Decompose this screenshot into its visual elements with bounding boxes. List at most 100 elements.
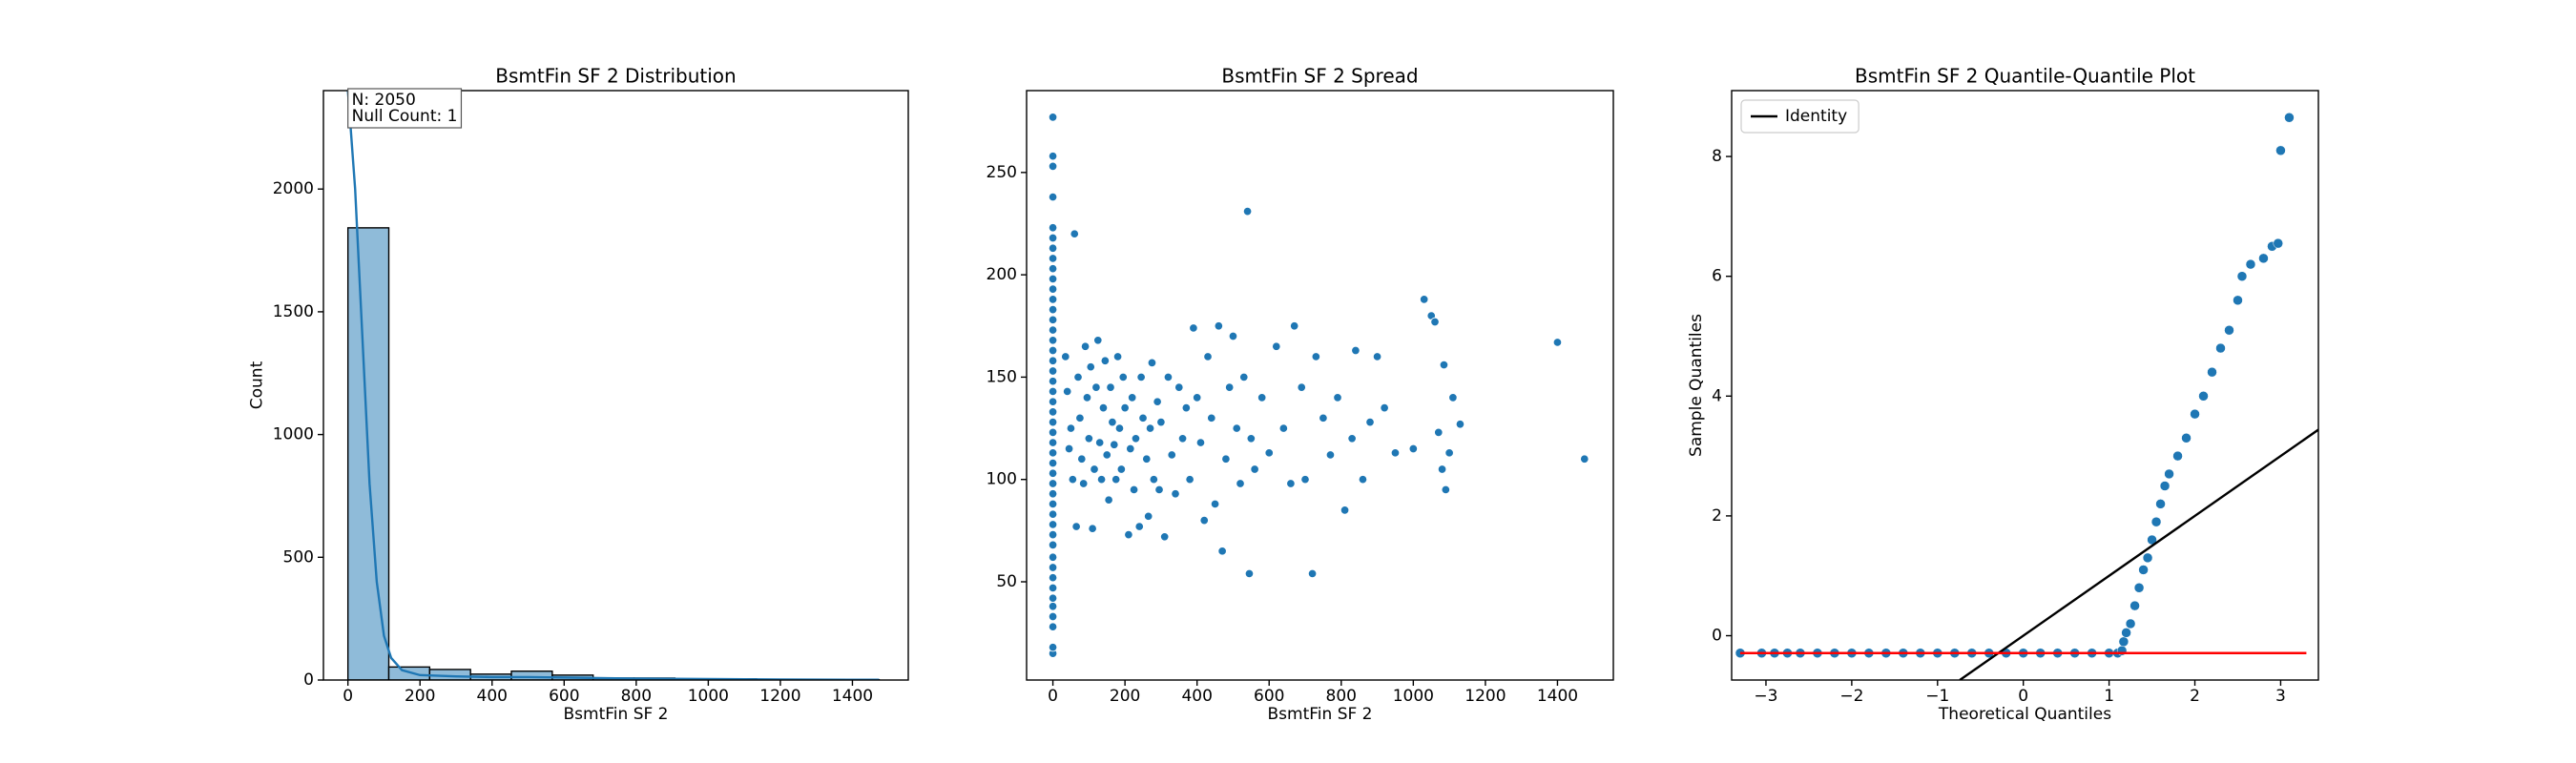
scatter-point	[1439, 360, 1449, 370]
scatter-point	[1048, 151, 1058, 161]
plot-area	[1048, 113, 1589, 658]
scatter-point	[1242, 206, 1253, 217]
scatter-point	[2275, 145, 2286, 156]
y-tick-label: 2	[1712, 506, 1722, 526]
scatter-point	[1319, 413, 1328, 423]
subplot-title: BsmtFin SF 2 Quantile-Quantile Plot	[1855, 65, 2195, 88]
scatter-point	[1048, 479, 1058, 488]
scatter-point	[1078, 479, 1089, 488]
scatter-point	[1110, 440, 1119, 449]
scatter-point	[2133, 583, 2145, 593]
y-axis-label: Sample Quantiles	[1687, 314, 1706, 457]
scatter-point	[1333, 393, 1342, 402]
scatter-point	[2125, 618, 2136, 629]
scatter-point	[1048, 622, 1058, 631]
scatter-point	[1365, 417, 1375, 427]
scatter-point	[1232, 423, 1241, 433]
scatter-point	[1214, 321, 1224, 331]
x-tick-label: 400	[477, 687, 508, 706]
scatter-point	[1090, 464, 1099, 474]
scatter-point	[1217, 546, 1227, 556]
scatter-point	[1351, 345, 1361, 356]
scatter-point	[1048, 161, 1058, 172]
scatter-point	[1048, 284, 1058, 294]
scatter-point	[1112, 352, 1123, 361]
scatter-point	[1100, 356, 1111, 366]
scatter-point	[1149, 474, 1159, 485]
scatter-point	[1080, 341, 1091, 351]
legend: Identity	[1740, 99, 1859, 134]
scatter-point	[1106, 382, 1115, 392]
scatter-point	[2118, 636, 2129, 648]
line	[1959, 428, 2318, 680]
scatter-point	[1171, 488, 1180, 499]
x-axis-label: Theoretical Quantiles	[1938, 705, 2111, 724]
scatter-point	[1455, 420, 1465, 429]
x-tick-label: 1400	[832, 687, 873, 706]
scatter-point	[1082, 393, 1092, 402]
scatter-point	[2233, 295, 2243, 306]
legend-label: Identity	[1785, 107, 1847, 126]
scatter-point	[1048, 376, 1058, 386]
scatter-point	[1048, 304, 1058, 315]
scatter-point	[1129, 485, 1139, 495]
scatter-point	[1048, 254, 1058, 263]
y-tick-label: 2000	[273, 179, 314, 198]
y-tick-label: 6	[1712, 267, 1722, 286]
x-tick-label: 800	[1326, 687, 1357, 706]
scatter-point	[1307, 568, 1318, 579]
scatter-point	[1048, 488, 1058, 499]
scatter-point	[2159, 481, 2171, 491]
line	[346, 91, 880, 680]
y-tick-label: 200	[987, 265, 1017, 284]
scatter-point	[1131, 434, 1141, 443]
scatter-point	[2155, 499, 2166, 509]
scatter-point	[1073, 372, 1083, 382]
scatter-point	[1441, 485, 1451, 495]
scatter-point	[1419, 295, 1429, 304]
scatter-point	[1048, 499, 1058, 509]
x-tick-label: 400	[1181, 687, 1212, 706]
scatter-point	[1127, 393, 1137, 402]
subplot: BsmtFin SF 2 Spread BsmtFin SF 2 0 200 400 60…	[987, 65, 1614, 724]
scatter-point	[2164, 468, 2174, 480]
scatter-point	[1062, 386, 1072, 397]
scatter-point	[1250, 464, 1259, 474]
scatter-point	[1580, 454, 1589, 464]
scatter-point	[1195, 438, 1206, 447]
scatter-point	[1434, 427, 1444, 438]
scatter-point	[1134, 522, 1144, 531]
scatter-point	[1390, 448, 1401, 458]
scatter-point	[1086, 361, 1095, 372]
scatter-point	[1239, 372, 1249, 382]
scatter-point	[1244, 568, 1255, 579]
scatter-point	[1104, 495, 1113, 505]
scatter-point	[2284, 113, 2295, 123]
scatter-point	[1048, 458, 1058, 468]
y-tick-label: 0	[303, 670, 314, 690]
scatter-point	[1048, 520, 1058, 529]
scatter-point	[1156, 417, 1166, 427]
histogram-bar	[510, 670, 553, 680]
scatter-point	[1066, 423, 1076, 433]
scatter-point	[1138, 413, 1148, 423]
scatter-point	[1192, 393, 1202, 402]
scatter-point	[1126, 443, 1135, 454]
scatter-point	[1340, 505, 1350, 515]
y-tick-label: 250	[987, 163, 1017, 182]
scatter-point	[2224, 324, 2234, 336]
scatter-point	[1048, 642, 1058, 652]
x-tick-label: 0	[1048, 687, 1058, 706]
scatter-point	[1048, 540, 1058, 550]
scatter-point	[1199, 515, 1209, 526]
y-tick-label: 4	[1712, 386, 1722, 405]
scatter-point	[2198, 391, 2209, 402]
scatter-point	[1048, 611, 1058, 622]
scatter-point	[1185, 474, 1195, 485]
scatter-point	[1430, 317, 1440, 327]
scatter-point	[1145, 423, 1155, 433]
scatter-point	[1224, 382, 1235, 392]
scatter-point	[1084, 434, 1094, 443]
scatter-point	[1228, 331, 1238, 341]
